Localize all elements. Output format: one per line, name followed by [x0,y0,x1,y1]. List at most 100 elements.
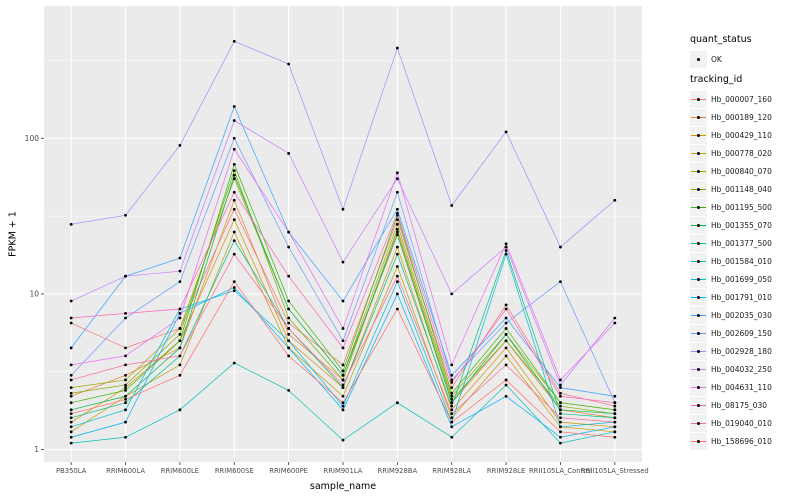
legend-item-label: Hb_158696_010 [711,436,772,446]
legend-item-Hb_001148_040: Hb_001148_040 [690,180,800,198]
data-point [559,441,562,445]
data-point [450,435,454,439]
data-point [287,245,291,249]
x-tick-label: RRIM928LE [487,467,525,475]
data-point [341,394,345,398]
data-point [124,420,127,424]
line-key-icon [690,414,707,432]
legend-item-label: Hb_001791_010 [711,292,772,302]
data-point [287,316,291,320]
data-point [124,354,127,358]
data-point [287,62,291,66]
data-point [287,354,291,358]
data-point [232,105,236,108]
data-point [69,378,73,382]
data-point [395,233,399,237]
legend-item-label: Hb_001699_050 [711,274,772,284]
data-point [395,292,399,296]
line-key-icon [690,180,707,198]
data-point [613,408,617,412]
line-key-icon [690,216,707,234]
data-point [613,435,617,439]
data-point [559,416,562,420]
line-key-icon [690,288,707,306]
data-point [287,307,291,311]
data-point [69,363,73,367]
data-point [232,252,236,256]
legend-item-Hb_000778_020: Hb_000778_020 [690,144,800,162]
data-point [559,435,562,439]
data-point [69,401,73,405]
legend-item-Hb_001355_070: Hb_001355_070 [690,216,800,234]
data-point [504,383,508,387]
data-point [613,316,617,320]
data-point [69,373,73,377]
data-points [69,39,617,445]
data-point [287,327,291,330]
data-point [395,171,399,175]
line-key-icon [690,432,707,450]
x-tick-label: PB350LA [56,467,87,475]
data-point [124,346,127,350]
data-point [504,332,508,336]
legend-item-label: Hb_002609_150 [711,328,772,338]
data-point [232,280,236,283]
legend-title-tracking-id: tracking_id [690,74,743,85]
legend-item-label: Hb_001355_070 [711,220,772,230]
data-point [69,391,73,395]
x-axis-title: sample_name [309,481,377,492]
data-point [69,316,73,320]
data-point [504,354,508,358]
data-point [341,378,345,382]
data-point [395,46,399,50]
x-tick-label: RRII105LA_Stressed [581,467,649,475]
legend: quant_status OK tracking_id Hb_000007_16… [690,28,800,450]
legend-item-label: Hb_001148_040 [711,184,772,194]
data-point [341,373,345,377]
data-point [395,227,399,231]
data-point [232,173,236,177]
data-point [504,363,508,367]
legend-item-Hb_000429_110: Hb_000429_110 [690,126,800,144]
legend-item-Hb_000007_160: Hb_000007_160 [690,90,800,108]
data-point [613,404,617,408]
data-point [69,299,73,303]
data-point [450,401,454,405]
data-point [287,388,291,392]
data-point [450,398,454,401]
legend-item-label: Hb_002035_030 [711,310,772,320]
y-axis-title: FPKM + 1 [7,211,19,257]
data-point [395,401,399,405]
data-point [287,299,291,303]
line-key-icon [690,396,707,414]
point-key-icon [690,50,707,68]
legend-item-label: Hb_004631_110 [711,382,772,392]
legend-item-Hb_004631_110: Hb_004631_110 [690,378,800,396]
data-point [613,425,617,429]
data-point [287,321,291,325]
data-point [124,311,127,315]
data-point [178,144,182,147]
line-key-icon [690,342,707,360]
data-point [124,394,127,398]
data-point [178,354,182,358]
data-point [559,420,562,424]
data-point [504,321,508,325]
data-point [232,239,236,243]
data-point [69,346,73,350]
data-point [124,378,127,382]
data-point [232,119,236,122]
data-point [232,289,236,293]
legend-item-Hb_019040_010: Hb_019040_010 [690,414,800,432]
data-point [178,307,182,311]
data-point [504,378,508,382]
data-point [395,213,399,217]
data-point [341,207,345,211]
legend-item-label: Hb_019040_010 [711,418,772,428]
line-key-icon [690,324,707,342]
line-key-icon [690,108,707,126]
data-point [287,332,291,336]
data-point [178,311,182,315]
data-point [559,425,562,429]
data-point [341,363,345,367]
